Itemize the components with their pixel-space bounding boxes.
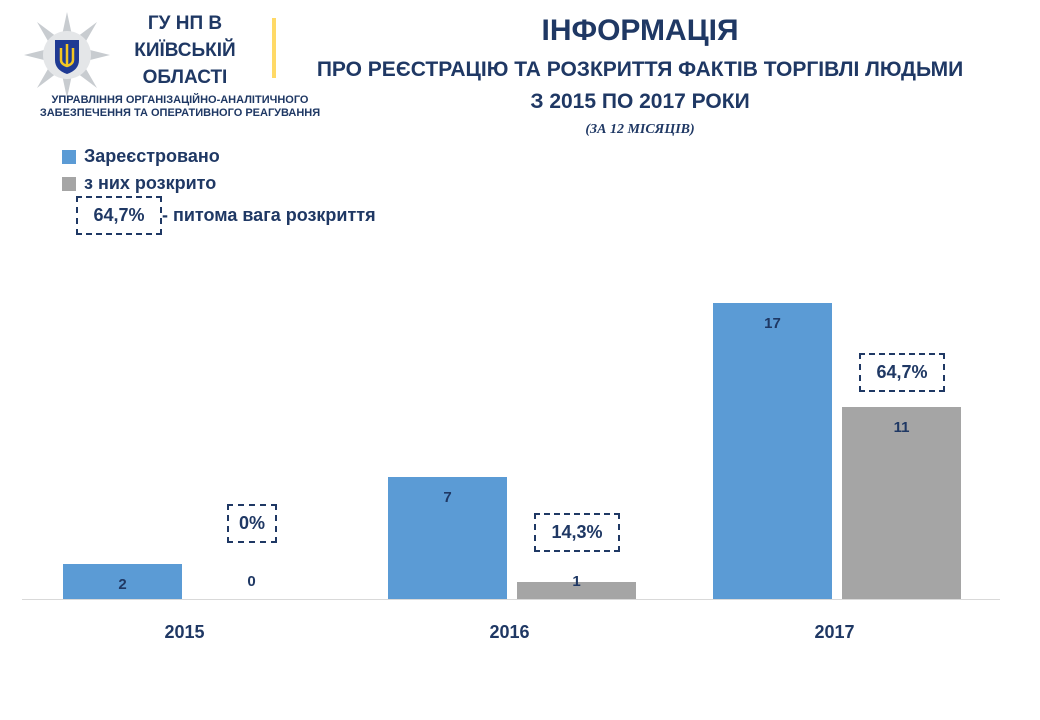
legend-percent-text: - питома вага розкриття [162, 205, 376, 225]
legend-label: з них розкрито [84, 173, 217, 193]
bar-registered-2016 [388, 477, 507, 599]
department-name: УПРАВЛІННЯ ОРГАНІЗАЦІЙНО-АНАЛІТИЧНОГО ЗА… [10, 94, 350, 120]
data-label: 11 [893, 419, 910, 437]
bar-registered-2017 [713, 303, 832, 599]
bar-solved-2017 [842, 407, 961, 599]
data-label: 1 [572, 573, 581, 590]
chart-note: (ЗА 12 МІСЯЦІВ) [585, 122, 695, 137]
percent-box-2016: 14,3% [534, 512, 620, 552]
legend-solved: з них розкрито [62, 173, 216, 194]
legend-swatch-gray [62, 176, 76, 191]
data-label: 0 [247, 573, 256, 590]
legend-label: Зареєстровано [84, 146, 220, 166]
dept-line2: ЗАБЕЗПЕЧЕННЯ ТА ОПЕРАТИВНОГО РЕАГУВАННЯ [39, 107, 321, 119]
x-tick-label: 2016 [489, 622, 530, 642]
org-name: ГУ НП В КИЇВСЬКІЙ ОБЛАСТІ [134, 13, 236, 88]
data-label: 7 [443, 489, 452, 507]
dept-line1: УПРАВЛІННЯ ОРГАНІЗАЦІЙНО-АНАЛІТИЧНОГО [51, 94, 309, 106]
x-tick-label: 2015 [164, 622, 205, 642]
chart-period: З 2015 ПО 2017 РОКИ [530, 90, 750, 113]
chart-title: ІНФОРМАЦІЯ [541, 14, 739, 47]
percent-box-2015: 0% [227, 504, 277, 543]
divider [272, 18, 276, 78]
data-label: 2 [118, 576, 127, 594]
legend-swatch-blue [62, 149, 76, 164]
police-emblem [22, 10, 112, 100]
chart-subtitle: ПРО РЕЄСТРАЦІЮ ТА РОЗКРИТТЯ ФАКТІВ ТОРГІ… [316, 58, 964, 81]
legend-registered: Зареєстровано [62, 146, 220, 167]
bar-registered-2015 [63, 564, 182, 599]
legend-percent-box: 64,7% [76, 196, 162, 235]
percent-box-2017: 64,7% [859, 353, 945, 393]
x-axis [22, 599, 1000, 600]
x-tick-label: 2017 [814, 622, 855, 642]
data-label: 17 [764, 315, 781, 332]
bar-solved-2016 [517, 581, 636, 599]
